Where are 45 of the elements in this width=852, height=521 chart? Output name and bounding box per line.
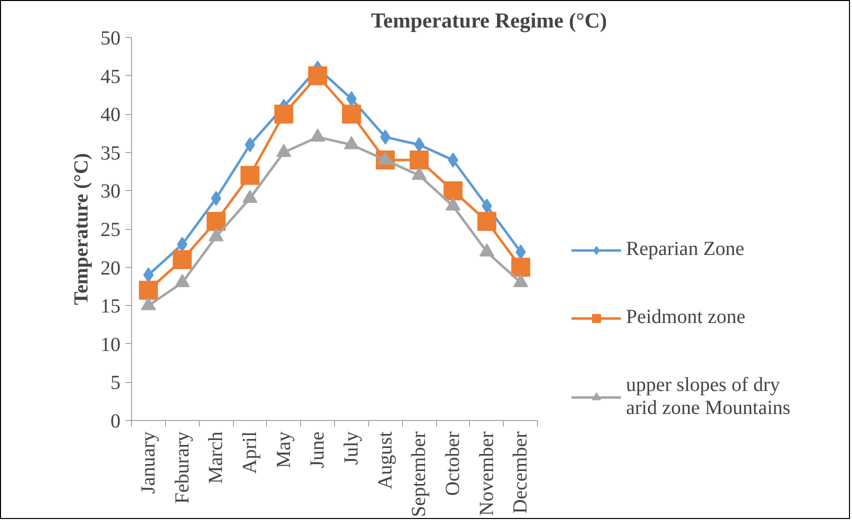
legend-label: Peidmont zone [626,306,746,329]
x-tick-label: June [306,431,329,468]
x-tick-label: March [205,431,228,484]
y-tick-label: 10 [100,334,120,356]
legend-label: Reparian Zone [626,238,744,261]
point [448,152,458,168]
y-axis-title: Temperature (°C) [70,153,92,305]
x-tick-label: Feburary [171,431,194,504]
point [143,267,154,282]
y-tick-label: 40 [100,104,120,126]
x-tick-label: September [408,431,430,518]
point [482,198,492,214]
x-tick-label: October [442,431,464,496]
point [274,104,294,124]
x-tick-label: April [238,431,261,474]
x-tick-label: August [374,431,396,490]
y-tick-label: 35 [100,142,120,164]
point [206,212,226,231]
legend-label: upper slopes of dry arid zone Mountains [626,374,790,420]
point [244,137,256,152]
point [477,212,496,231]
point [308,66,328,86]
y-tick-label: 15 [100,296,120,318]
point [138,280,158,300]
point [342,104,361,124]
y-tick-label: 50 [100,28,120,50]
y-tick-label: 5 [110,372,120,394]
x-tick-label: May [272,431,295,468]
y-tick-label: 25 [100,219,120,241]
y-tick-label: 20 [100,257,120,280]
y-tick-label: 0 [110,410,120,432]
point [410,150,429,170]
point [172,250,192,270]
point [240,166,260,185]
chart-title: Temperature Regime (°C) [371,8,607,32]
point [444,181,463,200]
x-tick-label: December [510,431,532,514]
x-tick-label: January [137,431,160,494]
y-tick-label: 45 [100,66,120,88]
y-tick-label: 30 [100,180,120,203]
point [511,258,530,277]
x-tick-label: November [476,431,498,516]
point [346,91,357,106]
point [210,190,222,206]
x-tick-label: July [340,431,362,465]
